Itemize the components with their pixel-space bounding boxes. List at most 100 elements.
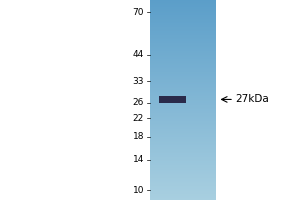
Bar [150,24,216,25]
Bar [150,192,216,193]
Bar [150,88,216,89]
Bar [150,47,216,48]
Bar [150,55,216,56]
Bar [150,78,216,79]
Bar [150,36,216,37]
Bar [150,4,216,5]
Bar [150,174,216,175]
Bar [150,6,216,7]
Bar [150,59,216,60]
Bar [150,83,216,84]
Bar [150,61,216,62]
Bar [150,180,216,181]
Bar [150,90,216,91]
Bar [150,69,216,70]
Bar [150,198,216,199]
Bar [150,110,216,111]
Bar [150,73,216,74]
Bar [150,27,216,28]
Bar [150,17,216,18]
Bar [150,113,216,114]
Bar [150,12,216,13]
Bar [150,153,216,154]
Bar [150,86,216,87]
Bar [150,194,216,195]
Bar [150,188,216,189]
Bar [150,5,216,6]
Bar [150,87,216,88]
Bar [150,130,216,131]
Bar [150,131,216,132]
Bar [150,123,216,124]
Text: 22: 22 [133,114,144,123]
Bar [150,22,216,23]
Bar [150,3,216,4]
Bar [150,109,216,110]
Bar [150,172,216,173]
Bar [150,93,216,94]
Bar [150,75,216,76]
Bar [150,97,216,98]
Bar [150,161,216,162]
Bar [150,65,216,66]
Bar [150,111,216,112]
Bar [150,58,216,59]
Bar [150,13,216,14]
Bar [150,199,216,200]
Bar [150,197,216,198]
Bar [150,89,216,90]
Bar [150,189,216,190]
Bar [150,102,216,103]
Bar [150,177,216,178]
Bar [150,119,216,120]
Bar [150,162,216,163]
Bar [150,51,216,52]
Bar [150,43,216,44]
Bar [150,142,216,143]
Bar [150,77,216,78]
Bar [150,149,216,150]
Bar [150,173,216,174]
Bar [150,163,216,164]
Bar [150,185,216,186]
Bar [150,20,216,21]
Bar [150,166,216,167]
Bar [150,193,216,194]
Bar [150,134,216,135]
Bar [150,132,216,133]
Bar [150,171,216,172]
Text: 18: 18 [133,132,144,141]
Bar [150,115,216,116]
Bar [150,50,216,51]
Bar [150,41,216,42]
Text: 14: 14 [133,155,144,164]
Bar [150,146,216,147]
Bar [150,184,216,185]
Bar [150,195,216,196]
Bar [150,35,216,36]
Bar [150,7,216,8]
Bar [150,74,216,75]
Bar [150,15,216,16]
Bar [150,71,216,72]
Bar [150,94,216,95]
Bar [150,92,216,93]
Bar [150,107,216,108]
Bar [150,136,216,137]
Bar [150,156,216,157]
Bar [150,139,216,140]
Bar [150,0,216,1]
Bar [150,28,216,29]
Bar [150,29,216,30]
Bar [150,135,216,136]
Bar [150,145,216,146]
Bar [150,95,216,96]
Bar [150,21,216,22]
Bar [150,66,216,67]
Text: 10: 10 [133,186,144,195]
Bar [150,72,216,73]
Bar [150,85,216,86]
Bar [150,147,216,148]
Bar [150,46,216,47]
Bar [150,8,216,9]
